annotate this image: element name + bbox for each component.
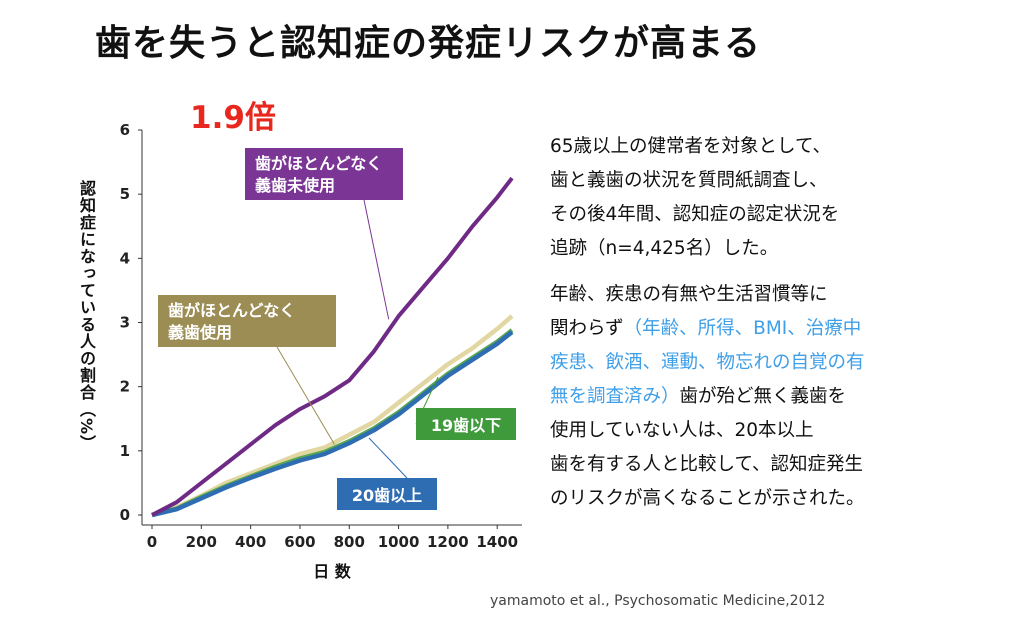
y-tick-label: 1 (120, 442, 130, 460)
y-tick-label: 4 (120, 249, 130, 267)
series-label-box (337, 478, 437, 510)
series-line-0 (151, 176, 514, 517)
y-tick-label: 5 (120, 185, 130, 203)
series-label-box (416, 408, 516, 440)
x-tick-label: 0 (147, 533, 157, 551)
desc-line: その後4年間、認知症の認定状況を (550, 204, 840, 225)
y-tick-label: 2 (120, 378, 130, 396)
x-tick-label: 1000 (378, 533, 420, 551)
series-label-text: 19歯以下 (431, 416, 501, 435)
leader-line (363, 199, 390, 320)
y-axis-title: 認知症になっている人の割合（%） (77, 180, 96, 453)
series-label-box (245, 148, 403, 200)
page-title: 歯を失うと認知症の発症リスクが高まる (95, 23, 762, 64)
desc-line: のリスクが高くなることが示された。 (550, 488, 865, 509)
desc-line: 追跡（n=4,425名）した。 (550, 238, 779, 259)
desc-note: 無を調査済み） (550, 386, 680, 407)
series-line-3 (151, 330, 514, 518)
x-axis-title: 日 数 (313, 562, 352, 581)
x-tick-label: 1400 (476, 533, 518, 551)
leader-line (368, 437, 408, 479)
desc-line: 歯が殆ど無く義歯を (679, 386, 847, 407)
leader-line (276, 346, 335, 445)
desc-note: 疾患、飲酒、運動、物忘れの自覚の有 (550, 352, 865, 373)
desc-line: 年齢、疾患の有無や生活習慣等に (550, 284, 828, 305)
y-tick-label: 6 (120, 121, 130, 139)
desc-line: 関わらず (550, 318, 624, 339)
x-tick-label: 800 (334, 533, 365, 551)
description-para1: 65歳以上の健常者を対象として、 歯と義歯の状況を質問紙調査し、 その後4年間、… (550, 130, 950, 266)
desc-line: 歯を有する人と比較して、認知症発生 (550, 454, 864, 475)
description-para2: 年齢、疾患の有無や生活習慣等に 関わらず（年齢、所得、BMI、治療中 疾患、飲酒… (550, 278, 950, 516)
description: 65歳以上の健常者を対象として、 歯と義歯の状況を質問紙調査し、 その後4年間、… (550, 130, 950, 516)
desc-line: 歯と義歯の状況を質問紙調査し、 (550, 170, 828, 191)
y-tick-label: 0 (120, 506, 130, 524)
x-tick-label: 400 (235, 533, 266, 551)
x-tick-label: 600 (284, 533, 315, 551)
desc-line: 使用していない人は、20本以上 (550, 420, 814, 441)
series-label-text: 歯がほとんどなく (168, 301, 295, 320)
series-label-text: 20歯以上 (352, 486, 422, 505)
citation: yamamoto et al., Psychosomatic Medicine,… (490, 593, 826, 609)
series-label-text: 歯がほとんどなく (255, 154, 382, 173)
series-label-box (158, 295, 336, 347)
series-label-text: 義歯未使用 (255, 176, 335, 195)
x-tick-label: 200 (186, 533, 217, 551)
series-label-text: 義歯使用 (168, 323, 232, 342)
desc-line: 65歳以上の健常者を対象として、 (550, 136, 832, 157)
y-tick-label: 3 (120, 314, 130, 332)
dementia-chart: 0 1 2 3 4 5 6 0 200 400 600 800 1000 1200 1400 日 数 歯がほとん… (120, 121, 522, 581)
x-tick-label: 1200 (427, 533, 469, 551)
chart-area: 0 1 2 3 4 5 6 0 200 400 600 800 1000 1200 1400 日 数 歯がほとん… (60, 100, 540, 600)
risk-ratio-label: 1.9倍 (190, 100, 276, 136)
desc-note: （年齢、所得、BMI、治療中 (623, 318, 862, 339)
